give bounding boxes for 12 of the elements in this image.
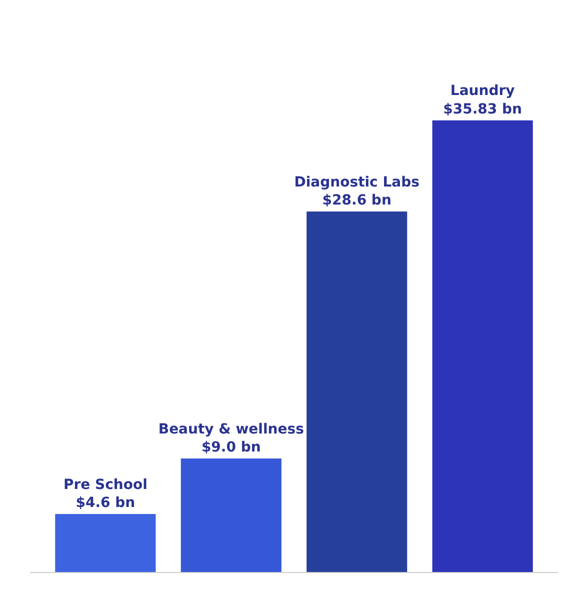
data-label: $9.0 bn (201, 440, 261, 456)
data-label: $28.6 bn (322, 192, 392, 208)
bar (180, 458, 282, 572)
x-tick-label: Laundry (450, 83, 515, 100)
bar (55, 514, 156, 572)
bar (306, 211, 408, 572)
bar (432, 120, 533, 572)
data-label: $4.6 bn (76, 495, 136, 512)
x-tick-label: Diagnostic Labs (294, 174, 420, 190)
x-tick-label: Pre School (63, 476, 148, 493)
data-label: $35.83 bn (443, 101, 522, 118)
x-tick-label: Beauty & wellness (158, 421, 304, 438)
